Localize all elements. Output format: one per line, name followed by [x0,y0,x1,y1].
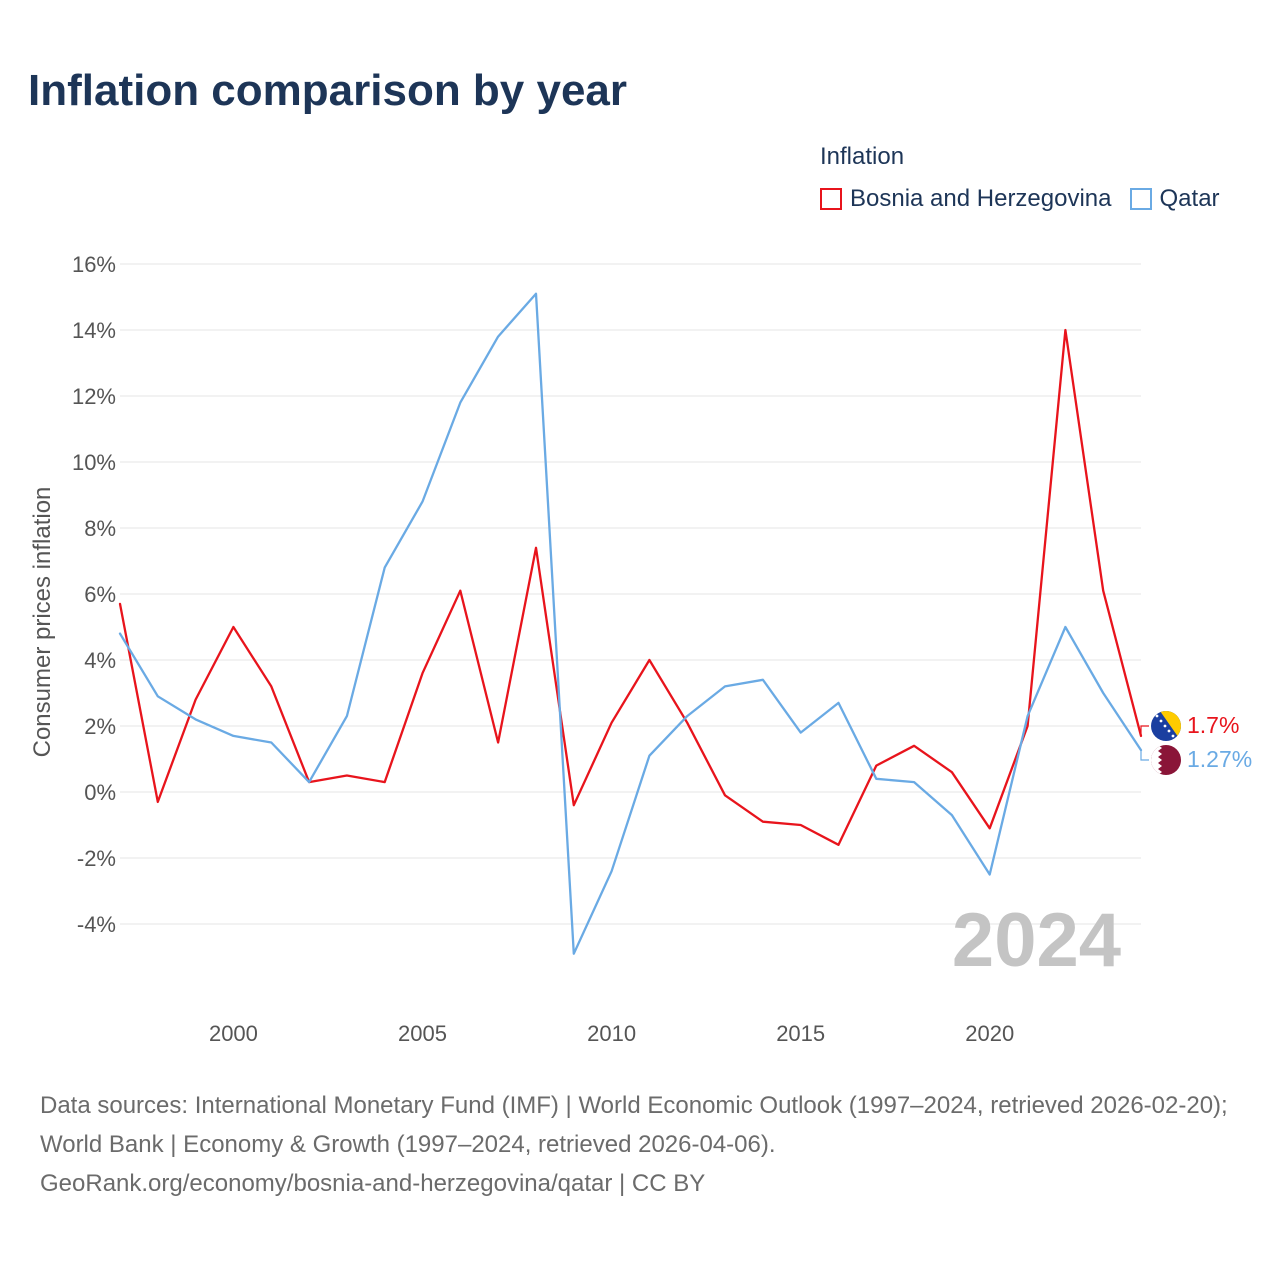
y-axis-ticks: -4% -2% 0% 2% 4% 6% 8% 10% 12% 14% 16% [72,252,116,937]
y-tick-label: 14% [72,318,116,343]
series-line-bosnia [118,328,1143,846]
y-axis-label: Consumer prices inflation [29,487,56,758]
legend-swatch-qatar [1129,188,1152,210]
y-tick-label: 0% [84,780,116,805]
grid-lines [120,263,1141,925]
y-tick-label: -2% [77,846,116,871]
footer-link[interactable]: GeoRank.org/economy/bosnia-and-herzegovi… [40,1170,706,1197]
x-axis-ticks: 2000 2005 2010 2015 2020 [209,1021,1014,1046]
series-lines [118,292,1149,955]
page-title: Inflation comparison by year [28,66,628,115]
footer: Data sources: International Monetary Fun… [40,1086,1250,1203]
bosnia-flag-icon [1151,711,1181,741]
x-tick-label: 2005 [398,1021,447,1046]
legend-title: Inflation [820,143,905,170]
connector-bosnia [1140,725,1149,736]
legend-label-qatar: Qatar [1159,185,1220,212]
x-tick-label: 2020 [965,1021,1014,1046]
legend-item-bosnia[interactable]: Bosnia and Herzegovina [820,185,1112,213]
legend: Inflation Bosnia and Herzegovina Qatar [820,143,1260,213]
footer-sources: Data sources: International Monetary Fun… [40,1092,1228,1158]
legend-swatch-bosnia [820,188,842,210]
connector-qatar [1140,750,1149,761]
legend-items: Bosnia and Herzegovina Qatar [820,185,1260,213]
y-tick-label: 6% [84,582,116,607]
legend-item-qatar[interactable]: Qatar [1129,185,1220,213]
y-tick-label: 10% [72,450,116,475]
end-value-bosnia: 1.7% [1187,712,1239,738]
x-tick-label: 2010 [587,1021,636,1046]
y-tick-label: -4% [77,912,116,937]
x-tick-label: 2015 [776,1021,825,1046]
end-value-qatar: 1.27% [1187,746,1252,772]
line-chart: -4% -2% 0% 2% 4% 6% 8% 10% 12% 14% 16% 2000 2005 201… [29,252,1252,1046]
x-tick-label: 2000 [209,1021,258,1046]
qatar-flag-icon [1151,745,1181,775]
y-tick-label: 2% [84,714,116,739]
y-tick-label: 16% [72,252,116,277]
series-line-qatar [118,292,1143,955]
y-tick-label: 4% [84,648,116,673]
y-tick-label: 12% [72,384,116,409]
legend-label-bosnia: Bosnia and Herzegovina [850,185,1112,212]
year-watermark: 2024 [952,898,1121,983]
y-tick-label: 8% [84,516,116,541]
